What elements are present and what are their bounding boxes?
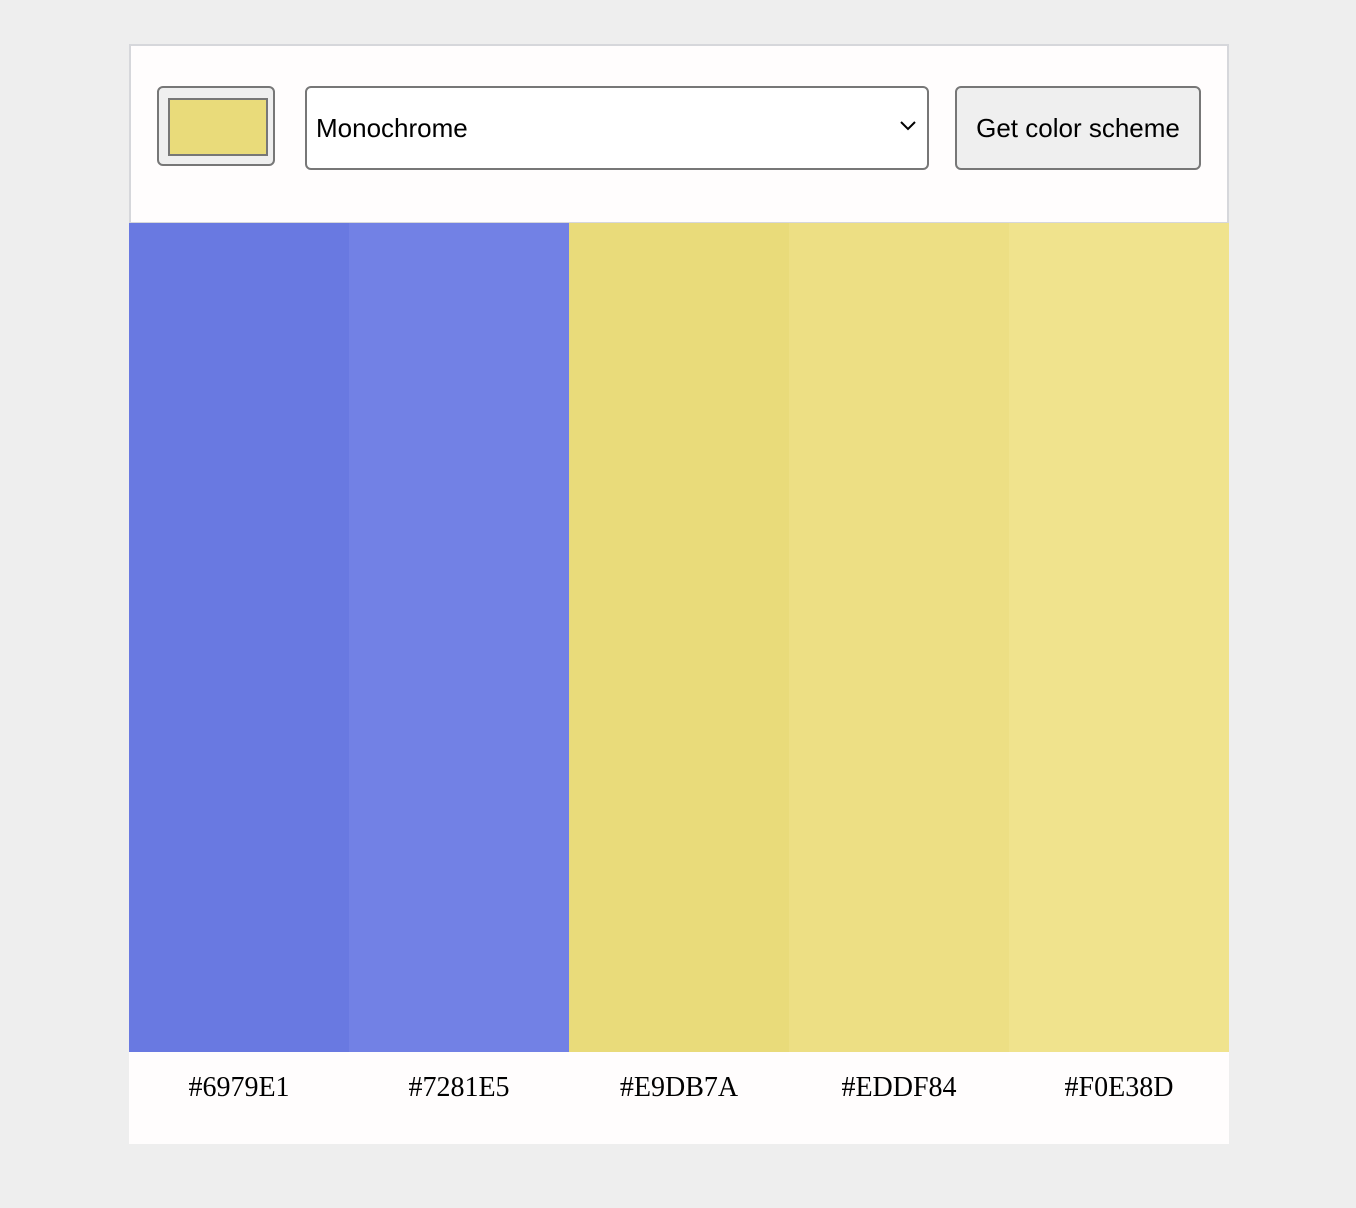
- color-picker-swatch: [168, 98, 268, 156]
- color-picker[interactable]: [157, 86, 275, 166]
- color-hex-label: #6979E1: [129, 1052, 349, 1144]
- get-color-scheme-button[interactable]: Get color scheme: [955, 86, 1201, 170]
- color-swatch: [129, 223, 349, 1052]
- color-swatch: [1009, 223, 1229, 1052]
- color-hex-label: #7281E5: [349, 1052, 569, 1144]
- controls-header: Monochrome Get color scheme: [129, 44, 1229, 224]
- color-scheme-swatches: #6979E1 #7281E5 #E9DB7A #EDDF84 #F0E38D: [129, 223, 1229, 1144]
- chevron-down-icon: [900, 121, 916, 131]
- scheme-color: #EDDF84: [789, 223, 1009, 1144]
- scheme-color: #6979E1: [129, 223, 349, 1144]
- scheme-color: #F0E38D: [1009, 223, 1229, 1144]
- color-swatch: [349, 223, 569, 1052]
- color-swatch: [789, 223, 1009, 1052]
- scheme-mode-value: Monochrome: [316, 113, 468, 143]
- scheme-mode-select[interactable]: Monochrome: [305, 86, 929, 170]
- color-swatch: [569, 223, 789, 1052]
- scheme-color: #7281E5: [349, 223, 569, 1144]
- color-hex-label: #E9DB7A: [569, 1052, 789, 1144]
- color-hex-label: #EDDF84: [789, 1052, 1009, 1144]
- color-hex-label: #F0E38D: [1009, 1052, 1229, 1144]
- scheme-color: #E9DB7A: [569, 223, 789, 1144]
- color-scheme-card: Monochrome Get color scheme #6979E1 #728…: [129, 44, 1229, 1144]
